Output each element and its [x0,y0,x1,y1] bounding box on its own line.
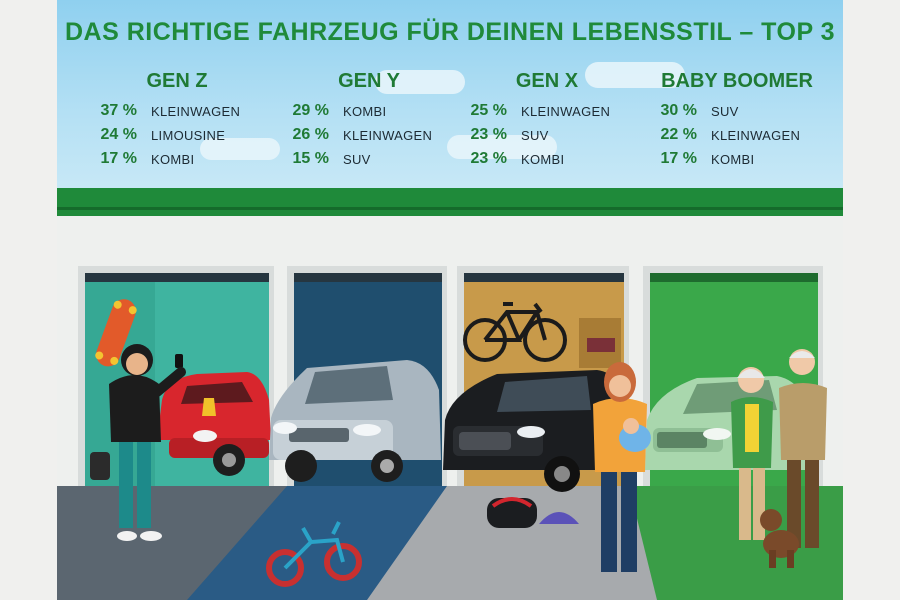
green-roof-band [57,188,843,216]
percentage: 17 % [660,150,697,167]
vehicle-type: SUV [711,103,739,119]
smartphone-icon [175,354,183,368]
ranking-row: 37 % KLEINWAGEN [87,99,267,123]
cloud [585,62,685,88]
generation-gen-y: GEN Y 29 % KOMBI 26 % KLEINWAGEN 15 % SUV [279,70,459,171]
generation-baby-boomer: BABY BOOMER 30 % SUV 22 % KLEINWAGEN 17 % K… [647,70,827,171]
generation-name: GEN Z [146,70,208,92]
vehicle-type: KLEINWAGEN [711,127,801,143]
skateboard-icon [95,299,137,367]
ranking-row: 15 % SUV [279,147,459,171]
percentage: 37 % [100,102,137,119]
person-baby-boomer-man [779,349,827,548]
generation-name: BABY BOOMER [661,70,813,92]
ranking-row: 25 % KLEINWAGEN [457,99,637,123]
ranking-row: 17 % KOMBI [87,147,267,171]
generation-name: GEN X [515,70,579,92]
generation-name: GEN Y [338,70,400,92]
vehicle-type: LIMOUSINE [151,127,226,143]
percentage: 23 % [470,150,507,167]
cloud [200,138,280,160]
infographic-panel: DAS RICHTIGE FAHRZEUG FÜR DEINEN LEBENSS… [57,0,843,600]
vehicle-type: SUV [521,127,549,143]
ranking-row: 22 % KLEINWAGEN [647,123,827,147]
person-baby-boomer-woman [731,367,773,540]
percentage: 23 % [470,126,507,143]
vehicle-type: KOMBI [343,103,387,119]
page-title: DAS RICHTIGE FAHRZEUG FÜR DEINEN LEBENSS… [64,18,836,46]
ranking-row: 17 % KOMBI [647,147,827,171]
bicycle-icon [463,302,567,362]
ranking-row: 23 % SUV [457,123,637,147]
car-kombi-silver [269,360,441,482]
vehicle-type: KOMBI [151,151,195,167]
cloud [375,70,465,94]
sports-bag-icon [487,497,537,528]
helmet-icon [539,512,579,524]
percentage: 25 % [470,102,507,119]
vehicle-type: KLEINWAGEN [521,103,611,119]
percentage: 29 % [292,102,329,119]
percentage: 17 % [100,150,137,167]
percentage: 15 % [292,150,329,167]
percentage: 30 % [660,102,697,119]
kids-balance-bike-icon [266,521,362,587]
person-gen-x [593,362,651,572]
person-gen-z [109,344,186,541]
speaker-icon [90,452,110,480]
percentage: 26 % [292,126,329,143]
car-kleinwagen-red [157,372,271,476]
vehicle-type: SUV [343,151,371,167]
vehicle-type: KOMBI [521,151,565,167]
vehicle-type: KOMBI [711,151,755,167]
garage-scene-illustration [57,266,843,600]
sky-background [57,0,843,188]
vehicle-type: KLEINWAGEN [151,103,241,119]
ranking-row: 23 % KOMBI [457,147,637,171]
vehicle-type: KLEINWAGEN [343,127,433,143]
ranking-row: 29 % KOMBI [279,99,459,123]
car-suv-black [443,370,625,492]
percentage: 24 % [100,126,137,143]
ranking-row: 30 % SUV [647,99,827,123]
generation-gen-z: GEN Z 37 % KLEINWAGEN 24 % LIMOUSINE 17 % K… [87,70,267,171]
dog-icon [760,509,799,568]
ranking-row: 26 % KLEINWAGEN [279,123,459,147]
ranking-row: 24 % LIMOUSINE [87,123,267,147]
generation-gen-x: GEN X 25 % KLEINWAGEN 23 % SUV 23 % KOMBI [457,70,637,171]
percentage: 22 % [660,126,697,143]
toolbox-icon [587,338,615,352]
cloud [447,135,557,159]
